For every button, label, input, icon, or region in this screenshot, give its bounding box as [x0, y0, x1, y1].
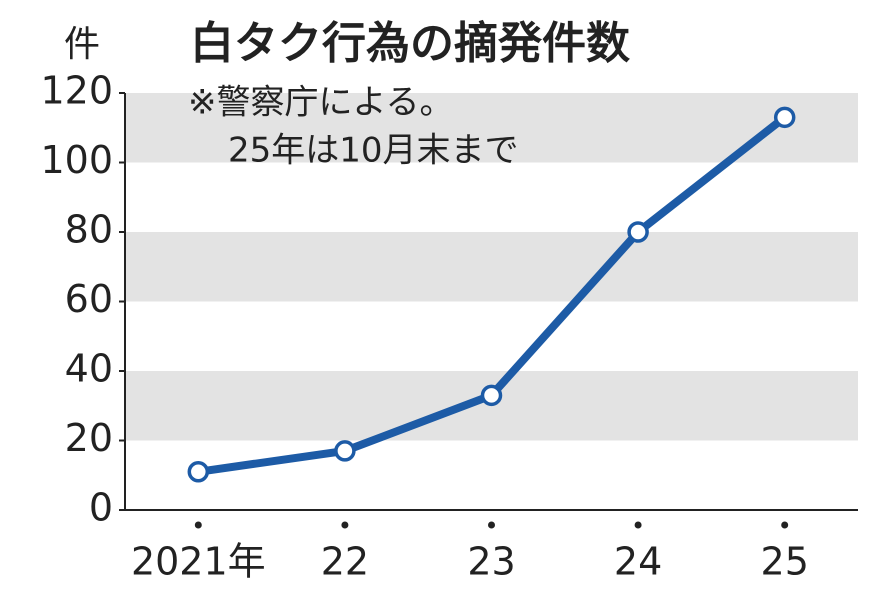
y-tick-label: 20: [65, 416, 113, 460]
point: [187, 461, 210, 483]
y-tick-label: 120: [40, 69, 113, 113]
point: [773, 106, 796, 129]
y-tick-label: 0: [89, 486, 113, 530]
annotation: ※警察庁による。: [188, 83, 453, 123]
grid-band: [125, 232, 858, 302]
bands: [125, 93, 858, 441]
x-tick-label: 25: [761, 540, 809, 584]
point: [627, 221, 649, 243]
chart-title: 白タク行為の摘発件数: [190, 18, 630, 69]
x-tick-dot: [341, 521, 349, 529]
y-tick-label: 80: [65, 208, 113, 252]
x-tick-dot: [488, 521, 495, 529]
x-tick-label: 22: [321, 540, 369, 584]
x-tick-dot: [194, 521, 202, 529]
annotation: 25年は10月末まで: [228, 131, 519, 171]
x-tick-dot: [634, 521, 642, 529]
point: [480, 384, 503, 407]
y-tick-label: 40: [65, 347, 113, 391]
y-tick-label: 60: [65, 277, 113, 321]
x-tick-label: 23: [467, 540, 515, 584]
x-tick-label: 2021年: [131, 540, 266, 584]
y-tick-label: 100: [40, 138, 113, 182]
y-unit-label: 件: [64, 24, 100, 65]
x-tick-dot: [781, 521, 789, 529]
x-tick-label: 24: [614, 540, 662, 584]
point: [334, 440, 356, 462]
